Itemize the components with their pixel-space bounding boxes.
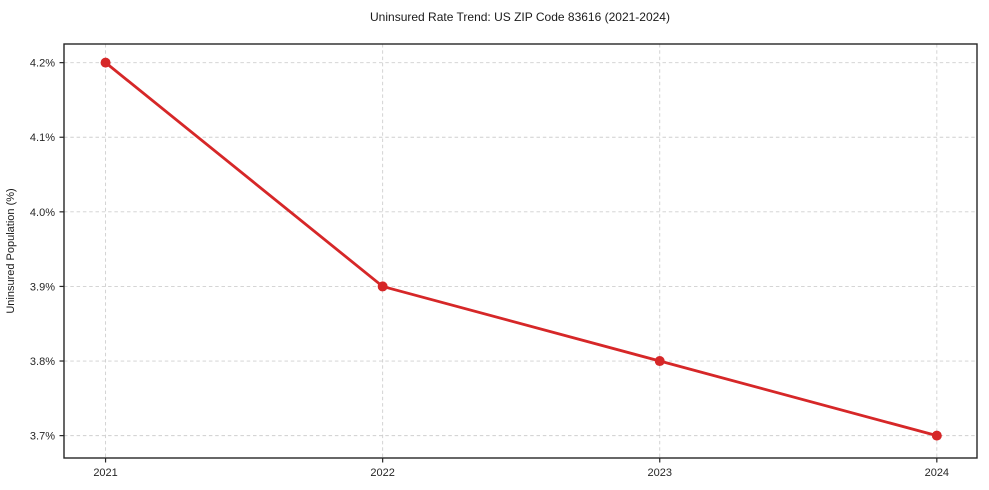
y-axis-label: Uninsured Population (%): [5, 188, 17, 313]
plot-area: 3.7% 3.8% 3.9% 4.0% 4.1% 4.2% 2021 2022 2023 2024: [30, 43, 978, 479]
y-tick-label: 3.8%: [30, 356, 55, 368]
y-tick-label: 4.0%: [30, 207, 55, 219]
x-tick-label: 2024: [925, 467, 949, 479]
plot-border: [63, 43, 978, 459]
y-tick-label: 4.2%: [30, 58, 55, 70]
data-point: [931, 430, 942, 441]
y-tick-label: 3.7%: [30, 431, 55, 443]
y-tick-label: 4.1%: [30, 132, 55, 144]
trend-line: [104, 61, 939, 438]
data-point: [654, 356, 665, 367]
x-tick-label: 2022: [370, 467, 394, 479]
y-tick-label: 3.9%: [30, 281, 55, 293]
chart-title: Uninsured Rate Trend: US ZIP Code 83616 …: [370, 10, 670, 24]
x-tick-label: 2021: [93, 467, 117, 479]
x-tick-label: 2023: [647, 467, 671, 479]
data-point: [377, 281, 388, 292]
data-point: [100, 57, 111, 68]
